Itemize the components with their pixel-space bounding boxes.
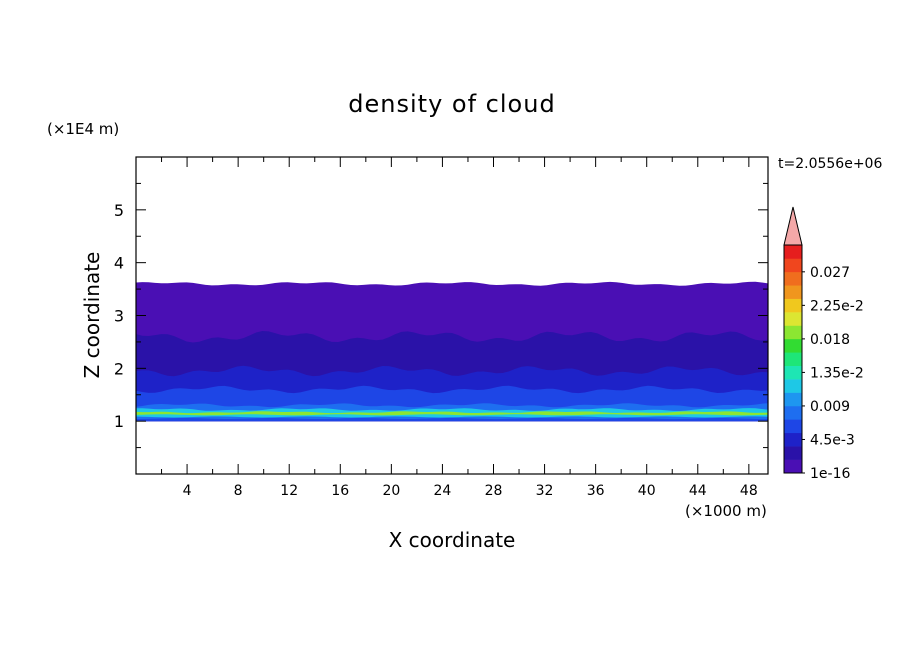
x-tick-label: 32 xyxy=(536,483,554,499)
cloud-layer-band xyxy=(136,411,768,416)
x-tick-label: 20 xyxy=(382,483,400,499)
colorbar-swatch xyxy=(784,365,802,380)
y-tick-label: 4 xyxy=(114,254,124,273)
colorbar-swatch xyxy=(784,459,802,474)
x-unit-label: (×1000 m) xyxy=(685,502,767,520)
x-tick-label: 40 xyxy=(638,483,656,499)
time-label: t=2.0556e+06 xyxy=(778,156,882,172)
colorbar-swatch xyxy=(784,432,802,447)
colorbar-swatch xyxy=(784,271,802,286)
colorbar: 1e-16 4.5e-3 0.009 1.35e-2 0.018 2.25e-2 0.027 xyxy=(783,206,864,482)
colorbar-swatch xyxy=(784,392,802,407)
colorbar-swatch xyxy=(784,379,802,393)
colorbar-overflow-triangle xyxy=(783,206,803,246)
x-axis-label: X coordinate xyxy=(389,528,516,552)
colorbar-swatch xyxy=(784,405,802,420)
colorbar-label: 1.35e-2 xyxy=(810,365,864,381)
chart-title: density of cloud xyxy=(348,90,555,118)
x-tick-label: 8 xyxy=(234,483,243,499)
x-tick-label: 16 xyxy=(331,483,349,499)
colorbar-label: 0.009 xyxy=(810,399,850,415)
colorbar-swatch xyxy=(784,419,802,434)
colorbar-swatch xyxy=(784,325,802,340)
x-tick-label: 44 xyxy=(689,483,707,499)
colorbar-label: 2.25e-2 xyxy=(810,298,864,314)
x-tick-label: 48 xyxy=(740,483,758,499)
colorbar-swatch xyxy=(784,298,802,313)
colorbar-frame xyxy=(783,244,803,474)
colorbar-swatch xyxy=(784,338,802,353)
x-tick-label: 28 xyxy=(485,483,503,499)
x-tick-label: 12 xyxy=(280,483,298,499)
x-axis-ticks: 4 8 12 16 20 24 28 32 36 40 44 48 xyxy=(161,157,758,499)
colorbar-swatch xyxy=(784,245,802,259)
colorbar-label: 0.018 xyxy=(810,332,850,348)
y-tick-label: 5 xyxy=(114,201,124,220)
colorbar-label: 1e-16 xyxy=(810,466,850,482)
y-unit-label: (×1E4 m) xyxy=(47,120,119,138)
y-tick-label: 3 xyxy=(114,307,124,326)
colorbar-swatch xyxy=(784,285,802,299)
colorbar-swatch xyxy=(784,312,802,326)
colorbar-swatch xyxy=(784,258,802,273)
colorbar-swatch xyxy=(784,352,802,366)
x-tick-label: 4 xyxy=(183,483,192,499)
cloud-density-field xyxy=(136,281,768,422)
colorbar-label: 4.5e-3 xyxy=(810,432,855,448)
y-tick-label: 1 xyxy=(114,412,124,431)
colorbar-swatch xyxy=(784,446,802,460)
y-tick-label: 2 xyxy=(114,359,124,378)
colorbar-label: 0.027 xyxy=(810,265,850,281)
x-tick-label: 36 xyxy=(587,483,605,499)
y-axis-ticks: 1 2 3 4 5 xyxy=(114,182,768,449)
y-axis-label: Z coordinate xyxy=(80,252,104,379)
x-tick-label: 24 xyxy=(434,483,452,499)
